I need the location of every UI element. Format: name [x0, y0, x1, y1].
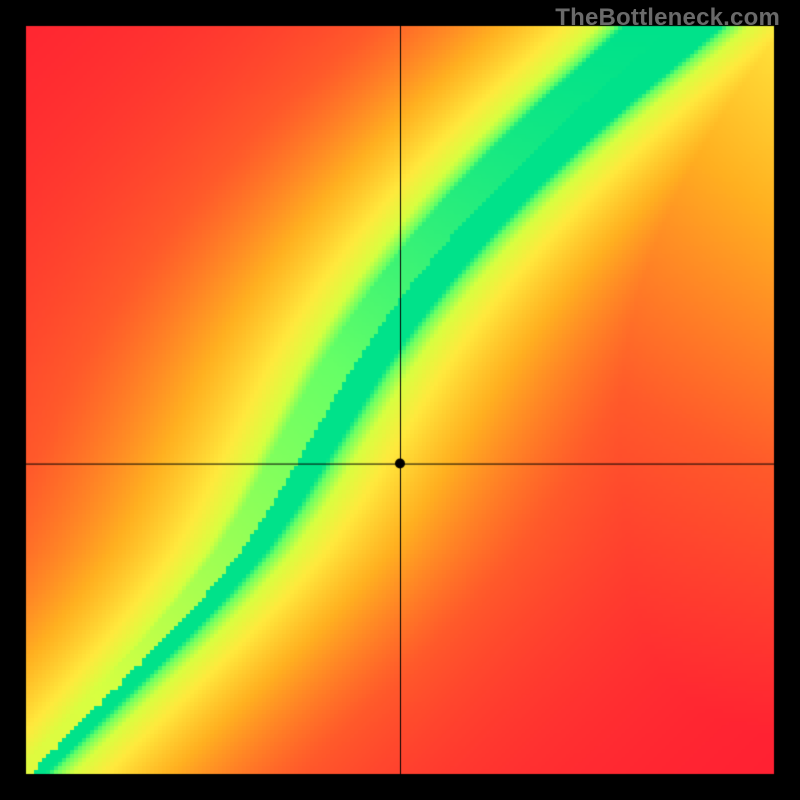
watermark-label: TheBottleneck.com [555, 4, 780, 32]
chart-container: TheBottleneck.com [0, 0, 800, 800]
heatmap-canvas [0, 0, 800, 800]
